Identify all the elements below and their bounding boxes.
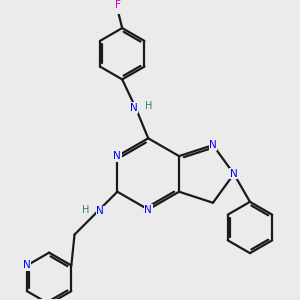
Text: N: N — [130, 103, 138, 113]
Text: N: N — [23, 260, 31, 271]
Text: H: H — [82, 205, 90, 214]
Text: N: N — [96, 206, 104, 216]
Text: N: N — [144, 205, 152, 214]
Text: N: N — [230, 169, 238, 179]
Text: F: F — [116, 0, 121, 10]
Text: N: N — [113, 151, 121, 161]
Text: N: N — [209, 140, 217, 150]
Text: H: H — [145, 101, 152, 111]
